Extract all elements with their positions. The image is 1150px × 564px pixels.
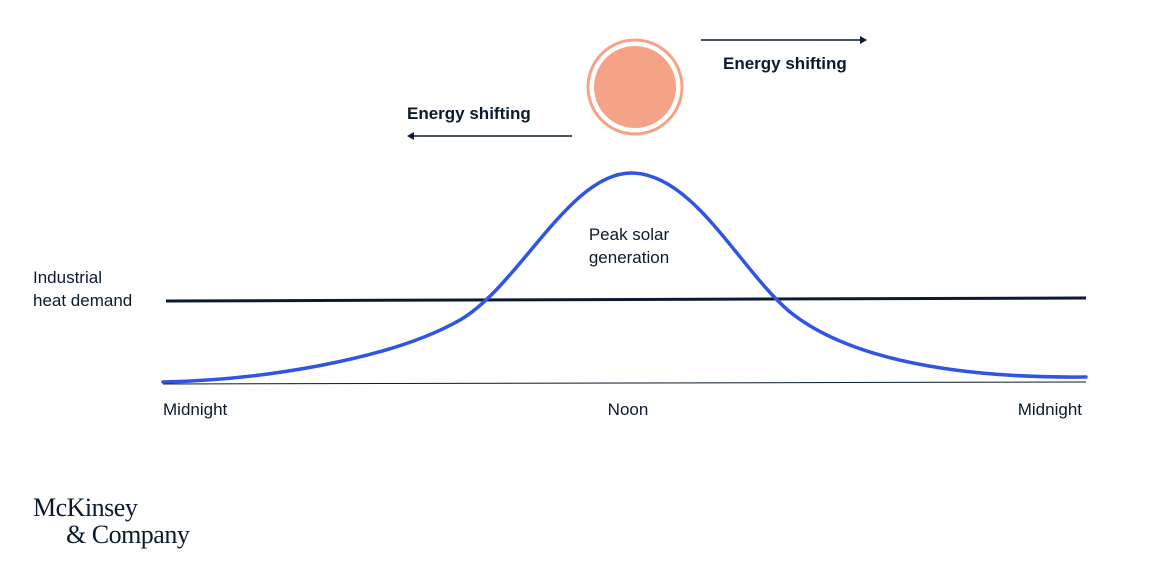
sun-icon — [586, 38, 684, 136]
industrial-heat-demand-label-line1: Industrial — [33, 268, 102, 287]
time-axis-baseline — [162, 381, 1087, 385]
arrow-right-icon — [701, 36, 867, 44]
x-label-midnight-start: Midnight — [163, 400, 228, 419]
mckinsey-logo: McKinsey & Company — [33, 493, 190, 549]
arrow-left-icon — [407, 132, 572, 140]
energy-shifting-right-label: Energy shifting — [723, 54, 847, 73]
industrial-heat-demand-line — [165, 296, 1087, 303]
energy-shifting-left-label: Energy shifting — [407, 104, 531, 123]
peak-solar-label-line1: Peak solar — [589, 225, 670, 244]
logo-line1: McKinsey — [33, 493, 138, 522]
x-label-midnight-end: Midnight — [1018, 400, 1083, 419]
peak-solar-label-line2: generation — [589, 248, 669, 267]
x-label-noon: Noon — [608, 400, 649, 419]
logo-line2: & Company — [66, 520, 190, 549]
industrial-heat-demand-label-line2: heat demand — [33, 291, 132, 310]
solar-generation-curve — [161, 171, 1088, 384]
